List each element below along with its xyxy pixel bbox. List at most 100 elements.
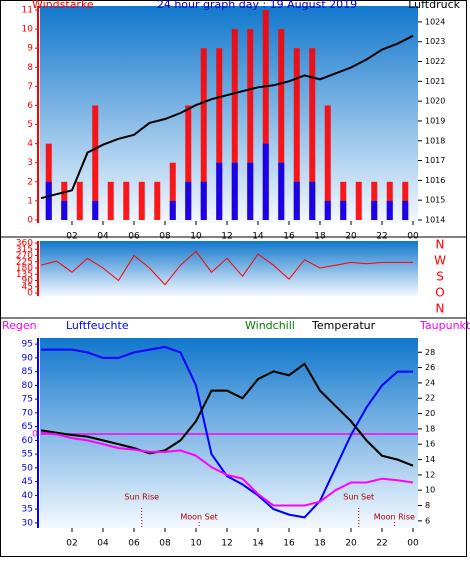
bar	[92, 200, 99, 220]
annotation: Sun Set	[343, 493, 374, 502]
bar	[402, 200, 409, 220]
y-tick-label: 10	[22, 25, 34, 35]
y-tick-label: 8	[27, 63, 33, 73]
legend-entry: Taupunkt	[419, 319, 470, 332]
bar	[216, 48, 223, 220]
y-tick-label: 360	[16, 239, 33, 249]
y-tick-label: 55	[22, 450, 33, 460]
bar	[262, 143, 269, 220]
y-tick-label: 4	[27, 139, 33, 149]
bar	[169, 162, 176, 220]
series-line	[40, 250, 413, 286]
y-tick-label: 3	[27, 158, 33, 168]
y-tick-label: 45	[22, 282, 33, 292]
x-tick-label: 12	[221, 539, 232, 549]
y2-tick-label: 1014	[425, 216, 445, 225]
y2-tick-label: 1020	[425, 97, 445, 106]
y-tick-label: 225	[16, 257, 33, 267]
bar	[200, 48, 207, 220]
bar	[92, 105, 99, 220]
x-tick-label: 04	[97, 539, 109, 549]
bar	[293, 48, 300, 220]
bar	[216, 162, 223, 220]
bar	[76, 181, 83, 220]
annotation: Sun Rise	[124, 493, 159, 502]
y-tick-label: 95	[22, 340, 33, 350]
y-tick-label: 75	[22, 395, 33, 405]
rain-tick-label: 0	[32, 430, 38, 440]
compass-label: O	[435, 286, 444, 300]
bar	[200, 181, 207, 220]
y-tick-label: 40	[22, 491, 34, 501]
x-tick-label: 16	[283, 232, 295, 242]
y2-tick-label: 1024	[425, 17, 445, 26]
legend-entry: Temperatur	[311, 319, 376, 332]
y2-tick-label: 1023	[425, 37, 445, 46]
y2-tick-label: 28	[425, 348, 435, 357]
y2-tick-label: 16	[425, 440, 435, 449]
x-tick-label: 04	[97, 232, 109, 242]
x-tick-label: 00	[407, 232, 419, 242]
bar	[123, 181, 130, 220]
y-tick-label: 9	[27, 44, 33, 54]
bar	[324, 200, 331, 220]
bar	[371, 200, 378, 220]
compass-label: S	[436, 270, 444, 284]
bar	[278, 162, 285, 220]
bar	[138, 181, 145, 220]
legend-entry: Windchill	[245, 319, 295, 332]
y-tick-label: 80	[22, 381, 34, 391]
bar	[231, 29, 238, 220]
x-tick-label: 14	[252, 232, 264, 242]
plot-background	[40, 6, 418, 223]
series-line	[40, 362, 414, 467]
y-tick-label: 90	[22, 353, 34, 363]
y-tick-label: 6	[27, 101, 33, 111]
y-tick-label: 7	[27, 82, 33, 92]
y2-tick-label: 20	[425, 409, 435, 418]
compass-label: W	[434, 254, 446, 268]
y-tick-label: 1	[27, 196, 33, 206]
bar	[185, 105, 192, 220]
y2-tick-label: 26	[425, 363, 435, 372]
x-tick-label: 06	[128, 232, 140, 242]
y-tick-label: 0	[27, 289, 33, 299]
plot-background	[40, 338, 418, 528]
bar	[340, 200, 347, 220]
y2-tick-label: 12	[425, 470, 435, 479]
y-tick-label: 90	[22, 276, 34, 286]
x-tick-label: 06	[128, 539, 140, 549]
y2-tick-label: 1017	[425, 156, 445, 165]
y2-tick-label: 1015	[425, 196, 445, 205]
x-tick-label: 16	[283, 539, 295, 549]
y2-tick-label: 18	[425, 424, 435, 433]
annotation: Moon Rise	[374, 513, 415, 522]
bar	[293, 181, 300, 220]
bar	[185, 181, 192, 220]
x-tick-label: 08	[159, 232, 171, 242]
y-tick-label: 5	[27, 120, 33, 130]
y-tick-label: 65	[22, 422, 33, 432]
x-tick-label: 08	[159, 539, 171, 549]
y2-tick-label: 22	[425, 394, 435, 403]
bar	[107, 181, 114, 220]
x-tick-label: 02	[66, 539, 77, 549]
bar	[278, 29, 285, 220]
y2-tick-label: 10	[425, 486, 435, 495]
series-line	[41, 345, 413, 519]
x-tick-label: 02	[66, 232, 77, 242]
bar	[262, 10, 269, 220]
x-tick-label: 18	[314, 232, 326, 242]
y2-tick-label: 1016	[425, 176, 445, 185]
x-tick-label: 12	[221, 232, 232, 242]
bar	[386, 200, 393, 220]
bar	[355, 181, 362, 220]
x-tick-label: 10	[190, 539, 202, 549]
bar	[45, 181, 52, 220]
y-tick-label: 315	[16, 245, 33, 255]
x-tick-label: 20	[345, 539, 357, 549]
y-tick-label: 2	[27, 177, 33, 187]
y2-tick-label: 14	[425, 455, 435, 464]
bar	[324, 105, 331, 220]
